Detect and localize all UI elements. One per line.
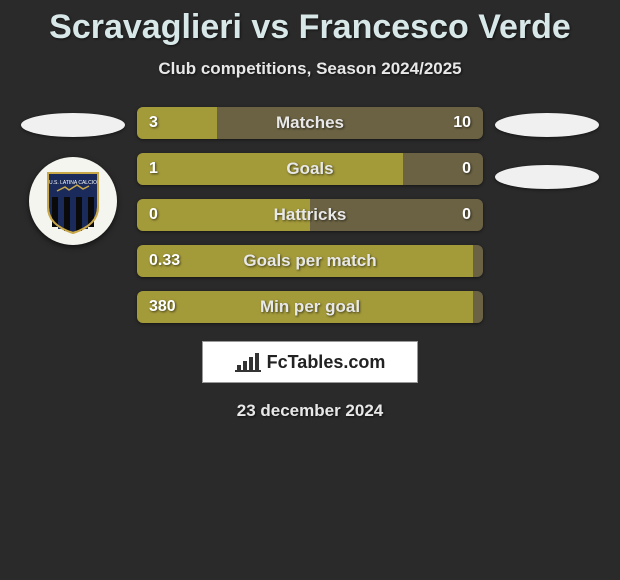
brand-text: FcTables.com xyxy=(267,352,386,373)
subtitle: Club competitions, Season 2024/2025 xyxy=(0,59,620,79)
right-player-ellipse-2 xyxy=(495,165,599,189)
comparison-row: U.S. LATINA CALCIO 310Matches10Goals00H xyxy=(0,107,620,323)
branding-box[interactable]: FcTables.com xyxy=(202,341,418,383)
left-player-ellipse xyxy=(21,113,125,137)
page-title: Scravaglieri vs Francesco Verde xyxy=(0,8,620,47)
stat-label: Min per goal xyxy=(137,291,483,323)
stat-label: Hattricks xyxy=(137,199,483,231)
stat-label: Goals per match xyxy=(137,245,483,277)
stat-label: Goals xyxy=(137,153,483,185)
stat-bar: 00Hattricks xyxy=(137,199,483,231)
badge-text: U.S. LATINA CALCIO xyxy=(49,180,97,186)
stat-bar: 0.33Goals per match xyxy=(137,245,483,277)
left-player-col: U.S. LATINA CALCIO xyxy=(17,107,129,245)
date-text: 23 december 2024 xyxy=(0,401,620,421)
right-player-col xyxy=(491,107,603,189)
left-club-badge: U.S. LATINA CALCIO xyxy=(29,157,117,245)
stat-bar: 310Matches xyxy=(137,107,483,139)
stat-label: Matches xyxy=(137,107,483,139)
stat-bar: 10Goals xyxy=(137,153,483,185)
bar-chart-icon xyxy=(235,351,261,373)
stat-bar: 380Min per goal xyxy=(137,291,483,323)
right-player-ellipse-1 xyxy=(495,113,599,137)
club-shield-icon: U.S. LATINA CALCIO xyxy=(44,167,102,235)
stat-bars: 310Matches 10Goals 00Hattricks 0.33Goals pe… xyxy=(137,107,483,323)
